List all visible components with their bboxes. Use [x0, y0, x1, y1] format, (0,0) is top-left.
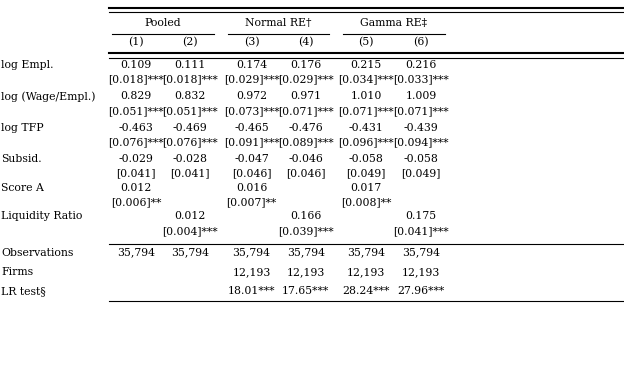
- Text: -0.028: -0.028: [173, 154, 208, 164]
- Text: [0.076]***: [0.076]***: [162, 137, 218, 147]
- Text: 35,794: 35,794: [402, 248, 440, 258]
- Text: [0.076]***: [0.076]***: [108, 137, 164, 147]
- Text: 12,193: 12,193: [286, 267, 325, 277]
- Text: -0.431: -0.431: [349, 123, 384, 132]
- Text: (5): (5): [359, 37, 374, 47]
- Text: 0.972: 0.972: [236, 91, 267, 101]
- Text: 0.166: 0.166: [290, 211, 321, 221]
- Text: -0.439: -0.439: [404, 123, 439, 132]
- Text: [0.029]***: [0.029]***: [223, 75, 280, 85]
- Text: 0.111: 0.111: [175, 60, 206, 70]
- Text: (4): (4): [298, 37, 313, 47]
- Text: [0.004]***: [0.004]***: [162, 226, 218, 236]
- Text: 27.96***: 27.96***: [397, 286, 445, 296]
- Text: 35,794: 35,794: [287, 248, 324, 258]
- Text: -0.476: -0.476: [288, 123, 323, 132]
- Text: [0.071]***: [0.071]***: [278, 106, 334, 116]
- Text: 0.175: 0.175: [406, 211, 437, 221]
- Text: [0.006]**: [0.006]**: [111, 197, 161, 207]
- Text: 0.012: 0.012: [120, 183, 152, 193]
- Text: [0.094]***: [0.094]***: [394, 137, 449, 147]
- Text: [0.007]**: [0.007]**: [227, 197, 276, 207]
- Text: 1.009: 1.009: [406, 91, 437, 101]
- Text: 0.017: 0.017: [351, 183, 382, 193]
- Text: 0.971: 0.971: [290, 91, 321, 101]
- Text: 0.215: 0.215: [351, 60, 382, 70]
- Text: -0.058: -0.058: [404, 154, 439, 164]
- Text: [0.049]: [0.049]: [401, 169, 441, 179]
- Text: 35,794: 35,794: [348, 248, 385, 258]
- Text: [0.008]**: [0.008]**: [341, 197, 391, 207]
- Text: 0.832: 0.832: [175, 91, 206, 101]
- Text: -0.047: -0.047: [234, 154, 269, 164]
- Text: [0.071]***: [0.071]***: [338, 106, 394, 116]
- Text: 28.24***: 28.24***: [343, 286, 390, 296]
- Text: Subsid.: Subsid.: [1, 154, 42, 164]
- Text: [0.033]***: [0.033]***: [393, 75, 449, 85]
- Text: Gamma RE‡: Gamma RE‡: [360, 18, 427, 28]
- Text: [0.049]: [0.049]: [346, 169, 386, 179]
- Text: 35,794: 35,794: [233, 248, 270, 258]
- Text: -0.058: -0.058: [349, 154, 384, 164]
- Text: 0.176: 0.176: [290, 60, 321, 70]
- Text: [0.051]***: [0.051]***: [108, 106, 164, 116]
- Text: [0.071]***: [0.071]***: [393, 106, 449, 116]
- Text: Observations: Observations: [1, 248, 74, 258]
- Text: [0.041]: [0.041]: [170, 169, 210, 179]
- Text: [0.089]***: [0.089]***: [278, 137, 334, 147]
- Text: 12,193: 12,193: [347, 267, 386, 277]
- Text: Liquidity Ratio: Liquidity Ratio: [1, 211, 82, 221]
- Text: -0.469: -0.469: [173, 123, 208, 132]
- Text: [0.051]***: [0.051]***: [162, 106, 218, 116]
- Text: 1.010: 1.010: [351, 91, 382, 101]
- Text: -0.029: -0.029: [119, 154, 154, 164]
- Text: 0.174: 0.174: [236, 60, 267, 70]
- Text: (6): (6): [413, 37, 429, 47]
- Text: [0.034]***: [0.034]***: [338, 75, 394, 85]
- Text: -0.046: -0.046: [288, 154, 323, 164]
- Text: 0.016: 0.016: [236, 183, 267, 193]
- Text: (3): (3): [243, 37, 260, 47]
- Text: [0.041]***: [0.041]***: [393, 226, 449, 236]
- Text: (1): (1): [128, 37, 144, 47]
- Text: [0.091]***: [0.091]***: [223, 137, 280, 147]
- Text: [0.046]: [0.046]: [286, 169, 326, 179]
- Text: 0.109: 0.109: [120, 60, 152, 70]
- Text: 18.01***: 18.01***: [228, 286, 275, 296]
- Text: 35,794: 35,794: [117, 248, 155, 258]
- Text: 17.65***: 17.65***: [282, 286, 329, 296]
- Text: -0.465: -0.465: [234, 123, 269, 132]
- Text: [0.029]***: [0.029]***: [278, 75, 334, 85]
- Text: [0.039]***: [0.039]***: [278, 226, 334, 236]
- Text: (2): (2): [182, 37, 198, 47]
- Text: log Empl.: log Empl.: [1, 60, 54, 70]
- Text: 35,794: 35,794: [172, 248, 209, 258]
- Text: 12,193: 12,193: [232, 267, 271, 277]
- Text: [0.046]: [0.046]: [232, 169, 271, 179]
- Text: [0.073]***: [0.073]***: [223, 106, 280, 116]
- Text: [0.018]***: [0.018]***: [108, 75, 164, 85]
- Text: Score A: Score A: [1, 183, 44, 193]
- Text: 0.829: 0.829: [120, 91, 152, 101]
- Text: [0.096]***: [0.096]***: [338, 137, 394, 147]
- Text: log (Wage/Empl.): log (Wage/Empl.): [1, 91, 95, 102]
- Text: [0.041]: [0.041]: [116, 169, 156, 179]
- Text: 0.012: 0.012: [175, 211, 206, 221]
- Text: log TFP: log TFP: [1, 123, 44, 132]
- Text: 0.216: 0.216: [406, 60, 437, 70]
- Text: Pooled: Pooled: [145, 18, 182, 28]
- Text: Normal RE†: Normal RE†: [245, 18, 312, 28]
- Text: [0.018]***: [0.018]***: [162, 75, 218, 85]
- Text: Firms: Firms: [1, 267, 33, 277]
- Text: LR test§: LR test§: [1, 286, 46, 296]
- Text: -0.463: -0.463: [119, 123, 154, 132]
- Text: 12,193: 12,193: [402, 267, 441, 277]
